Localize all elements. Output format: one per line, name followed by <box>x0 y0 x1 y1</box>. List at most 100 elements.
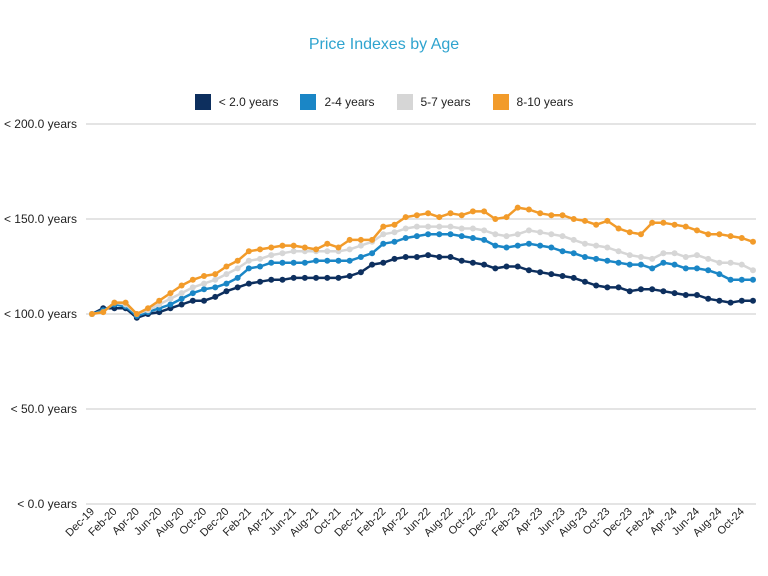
data-point <box>593 255 600 262</box>
data-point <box>257 278 264 285</box>
data-point <box>559 248 566 255</box>
data-point <box>637 261 644 268</box>
data-point <box>189 276 196 283</box>
data-point <box>660 219 667 226</box>
data-point <box>290 248 297 255</box>
data-point <box>167 295 174 302</box>
data-point <box>357 254 364 260</box>
data-point <box>301 274 308 281</box>
data-point <box>637 286 644 293</box>
data-point <box>279 259 286 266</box>
data-point <box>537 229 544 236</box>
data-point <box>257 246 264 253</box>
data-point <box>189 284 196 291</box>
data-point <box>537 269 544 276</box>
data-point <box>469 259 476 266</box>
data-point <box>425 210 432 217</box>
data-point <box>693 265 700 272</box>
data-point <box>503 244 510 251</box>
data-point <box>727 233 734 240</box>
data-point <box>525 227 532 234</box>
data-point <box>145 305 152 312</box>
data-point <box>548 244 555 251</box>
data-point <box>178 290 185 297</box>
data-point <box>223 288 230 295</box>
data-point <box>649 219 656 226</box>
data-point <box>313 246 320 253</box>
data-point <box>335 257 342 264</box>
data-point <box>593 282 600 289</box>
data-point <box>727 299 734 306</box>
data-point <box>750 276 756 283</box>
data-point <box>525 240 532 247</box>
data-point <box>268 259 275 266</box>
data-point <box>660 250 667 257</box>
data-point <box>391 229 398 236</box>
data-point <box>604 217 611 224</box>
data-point <box>447 231 454 238</box>
data-point <box>492 265 499 272</box>
data-point <box>380 240 387 247</box>
data-point <box>89 311 95 317</box>
data-point <box>133 311 140 317</box>
data-point <box>537 210 544 217</box>
data-point <box>425 223 432 230</box>
data-point <box>346 273 353 279</box>
data-point <box>212 271 219 278</box>
data-point <box>693 252 700 259</box>
legend-swatch-under-2 <box>194 94 211 110</box>
data-point <box>447 254 454 260</box>
legend-label-2-4: 2-4 years <box>324 95 375 109</box>
data-point <box>514 242 521 249</box>
data-point <box>581 278 588 285</box>
data-point <box>604 244 611 251</box>
data-point <box>514 231 521 238</box>
data-point <box>346 257 353 264</box>
data-point <box>425 252 432 259</box>
data-point <box>425 231 432 238</box>
data-point <box>750 238 756 245</box>
data-point <box>481 208 488 215</box>
data-point <box>537 242 544 249</box>
data-point <box>357 236 364 243</box>
data-point <box>649 265 656 272</box>
data-point <box>268 252 275 259</box>
data-point <box>581 254 588 260</box>
data-point <box>570 236 577 243</box>
data-point <box>481 236 488 243</box>
data-point <box>458 257 465 264</box>
data-point <box>525 267 532 274</box>
data-point <box>357 242 364 249</box>
legend-swatch-5-7 <box>396 94 413 110</box>
data-point <box>369 250 376 257</box>
data-point <box>503 214 510 221</box>
y-tick-label: < 100.0 years <box>4 307 77 321</box>
legend-item-2-4: 2-4 years <box>300 94 375 110</box>
data-point <box>380 259 387 266</box>
data-point <box>167 290 174 297</box>
data-point <box>570 274 577 281</box>
data-point <box>458 212 465 219</box>
data-point <box>436 223 443 230</box>
data-point <box>548 212 555 219</box>
data-point <box>458 225 465 232</box>
data-point <box>649 286 656 293</box>
data-point <box>626 288 633 295</box>
data-point <box>548 271 555 278</box>
data-point <box>693 227 700 234</box>
data-point <box>301 259 308 266</box>
data-point <box>324 274 331 281</box>
data-point <box>245 248 252 255</box>
data-point <box>156 297 163 304</box>
data-point <box>615 284 622 291</box>
data-point <box>738 297 745 304</box>
data-point <box>245 280 252 287</box>
data-point <box>178 295 185 302</box>
data-point <box>402 235 409 241</box>
data-point <box>615 225 622 232</box>
data-point <box>257 263 264 270</box>
data-point <box>357 269 364 276</box>
data-point <box>525 206 532 213</box>
data-point <box>503 263 510 270</box>
